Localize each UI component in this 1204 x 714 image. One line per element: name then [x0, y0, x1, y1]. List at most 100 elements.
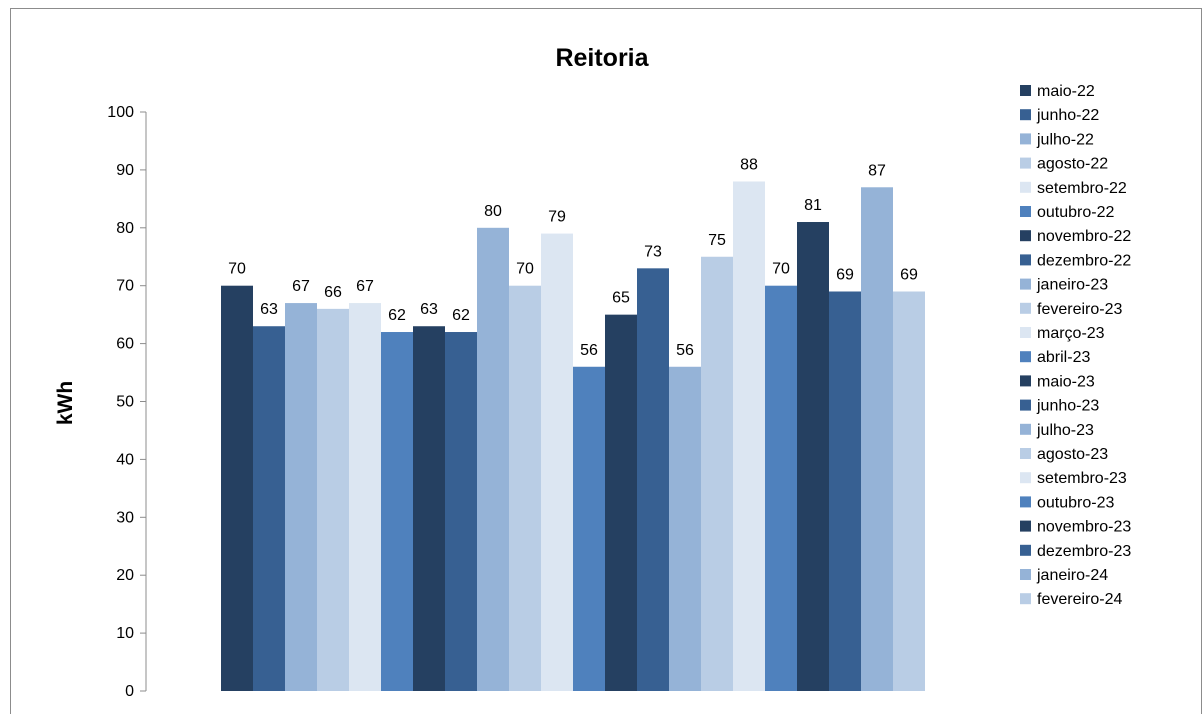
- legend-swatch: [1020, 85, 1031, 96]
- bar: [413, 326, 445, 691]
- y-tick-label: 50: [116, 394, 134, 411]
- data-label: 79: [548, 209, 566, 226]
- data-label: 65: [612, 290, 630, 307]
- data-label: 80: [484, 203, 502, 220]
- legend-label: fevereiro-23: [1037, 301, 1122, 318]
- bar: [797, 222, 829, 691]
- data-label: 66: [324, 284, 342, 301]
- bar: [381, 332, 413, 691]
- y-tick-label: 70: [116, 278, 134, 295]
- legend-label: maio-22: [1037, 83, 1095, 100]
- y-tick-label: 90: [116, 162, 134, 179]
- bar: [637, 268, 669, 691]
- legend-swatch: [1020, 496, 1031, 508]
- legend-swatch: [1020, 302, 1031, 314]
- y-axis-label: kWh: [54, 381, 77, 425]
- bar: [701, 256, 733, 691]
- data-label: 87: [868, 162, 886, 179]
- data-label: 69: [900, 266, 918, 283]
- bar: [573, 366, 605, 691]
- legend-label: setembro-22: [1037, 180, 1127, 197]
- data-label: 70: [516, 261, 534, 278]
- data-label: 69: [836, 266, 854, 283]
- legend-label: novembro-22: [1037, 228, 1131, 245]
- data-label: 56: [676, 342, 694, 359]
- legend-swatch: [1020, 206, 1031, 217]
- legend-swatch: [1020, 399, 1031, 411]
- bar: [893, 291, 925, 691]
- legend-label: junho-23: [1036, 398, 1099, 415]
- legend-label: maio-23: [1037, 373, 1095, 390]
- data-label: 88: [740, 156, 758, 173]
- legend-label: setembro-23: [1037, 470, 1127, 487]
- data-label: 70: [228, 261, 246, 278]
- data-label: 56: [580, 342, 598, 359]
- legend-label: dezembro-22: [1037, 252, 1131, 269]
- legend-label: fevereiro-24: [1037, 591, 1122, 608]
- legend-label: julho-22: [1036, 131, 1094, 148]
- bars: [221, 181, 925, 692]
- data-label: 70: [772, 261, 790, 278]
- legend-swatch: [1020, 109, 1031, 121]
- legend-swatch: [1020, 520, 1031, 532]
- legend-swatch: [1020, 448, 1031, 459]
- data-label: 73: [644, 243, 662, 260]
- bar: [317, 308, 349, 691]
- chart-title: Reitoria: [555, 44, 649, 72]
- data-label: 67: [356, 278, 374, 295]
- legend-label: outubro-22: [1037, 204, 1114, 221]
- legend-swatch: [1020, 569, 1031, 580]
- data-label: 63: [260, 301, 278, 318]
- legend-swatch: [1020, 254, 1031, 266]
- y-tick-label: 20: [116, 567, 134, 584]
- data-label: 81: [804, 197, 822, 214]
- bar: [829, 291, 861, 691]
- bar: [253, 326, 285, 691]
- bar: [509, 285, 541, 691]
- data-label: 63: [420, 301, 438, 318]
- legend-label: abril-23: [1037, 349, 1090, 366]
- legend-label: outubro-23: [1037, 494, 1114, 511]
- bar: [733, 181, 765, 692]
- legend-swatch: [1020, 327, 1031, 338]
- legend-swatch: [1020, 544, 1031, 556]
- bar: [445, 332, 477, 691]
- bar: [669, 366, 701, 691]
- bar: [861, 187, 893, 691]
- data-label: 62: [452, 307, 470, 324]
- bar: [765, 285, 797, 691]
- data-label: 75: [708, 232, 726, 249]
- legend-swatch: [1020, 278, 1031, 290]
- y-tick-label: 10: [116, 625, 134, 642]
- legend-label: janeiro-23: [1036, 277, 1108, 294]
- legend-swatch: [1020, 423, 1031, 435]
- data-label: 67: [292, 278, 310, 295]
- legend-swatch: [1020, 375, 1031, 387]
- legend: maio-22 junho-22 julho-22 agosto-22 setembro…: [1020, 83, 1131, 608]
- bar: [349, 303, 381, 691]
- legend-swatch: [1020, 593, 1031, 605]
- legend-label: março-23: [1037, 325, 1105, 342]
- bar: [221, 285, 253, 691]
- y-tick-label: 100: [107, 104, 134, 121]
- legend-label: janeiro-24: [1036, 567, 1108, 584]
- legend-swatch: [1020, 351, 1031, 363]
- data-labels: 70 63 67 66 67 62 63 62 80 70 79 56 65 73 56 75 88 70 81 69…: [228, 156, 918, 358]
- legend-label: novembro-23: [1037, 519, 1131, 536]
- legend-label: agosto-22: [1037, 156, 1108, 173]
- legend-swatch: [1020, 230, 1031, 242]
- legend-swatch: [1020, 181, 1031, 193]
- legend-swatch: [1020, 472, 1031, 484]
- y-axis: 0 10 20 30 40 50 60 70 80 90 100: [107, 104, 147, 700]
- legend-label: junho-22: [1036, 107, 1099, 124]
- y-tick-label: 80: [116, 220, 134, 237]
- y-tick-label: 0: [125, 683, 134, 700]
- y-tick-label: 40: [116, 451, 134, 468]
- bar: [477, 227, 509, 692]
- bar: [285, 303, 317, 691]
- legend-swatch: [1020, 133, 1031, 145]
- data-label: 62: [388, 307, 406, 324]
- legend-label: julho-23: [1036, 422, 1094, 439]
- legend-label: dezembro-23: [1037, 543, 1131, 560]
